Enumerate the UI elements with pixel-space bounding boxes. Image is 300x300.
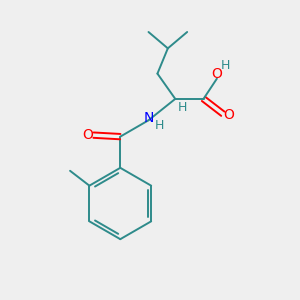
Text: O: O [83,128,94,142]
Text: O: O [223,108,234,122]
Text: O: O [212,67,222,81]
Text: N: N [143,111,154,125]
Text: H: H [220,59,230,72]
Text: H: H [178,101,188,114]
Text: H: H [155,119,164,132]
